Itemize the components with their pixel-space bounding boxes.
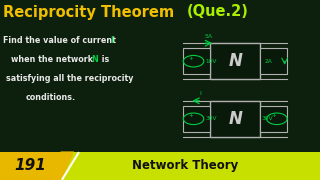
Text: N: N (228, 52, 242, 70)
Text: +: + (271, 113, 276, 118)
Text: Reciprocity Theorem: Reciprocity Theorem (3, 4, 180, 19)
Bar (0, 152, 61, 180)
Text: N: N (91, 55, 98, 64)
Text: Network Theory: Network Theory (132, 159, 239, 172)
Text: +: + (188, 113, 193, 118)
Bar (260, 48, 287, 74)
Bar (0, 152, 320, 180)
Bar (211, 43, 260, 79)
Text: I: I (110, 36, 113, 45)
Text: when the network: when the network (11, 55, 96, 64)
Text: +: + (188, 56, 193, 61)
Text: 10V: 10V (205, 59, 217, 64)
Bar (183, 48, 211, 74)
Text: (Que.2): (Que.2) (187, 4, 249, 19)
Text: 2A: 2A (264, 59, 272, 64)
Text: 191: 191 (14, 158, 46, 173)
Polygon shape (74, 152, 86, 180)
Text: satisfying all the reciprocity: satisfying all the reciprocity (6, 74, 134, 83)
Text: is: is (99, 55, 109, 64)
Text: conditions.: conditions. (26, 93, 76, 102)
Bar (260, 106, 287, 132)
Text: I: I (200, 91, 202, 96)
Polygon shape (61, 152, 74, 180)
Text: 30V: 30V (205, 116, 217, 121)
Text: 30V: 30V (262, 116, 273, 121)
Text: 5A: 5A (204, 34, 213, 39)
Bar (211, 101, 260, 137)
Text: Find the value of current: Find the value of current (3, 36, 119, 45)
Text: N: N (228, 110, 242, 128)
Bar (183, 106, 211, 132)
